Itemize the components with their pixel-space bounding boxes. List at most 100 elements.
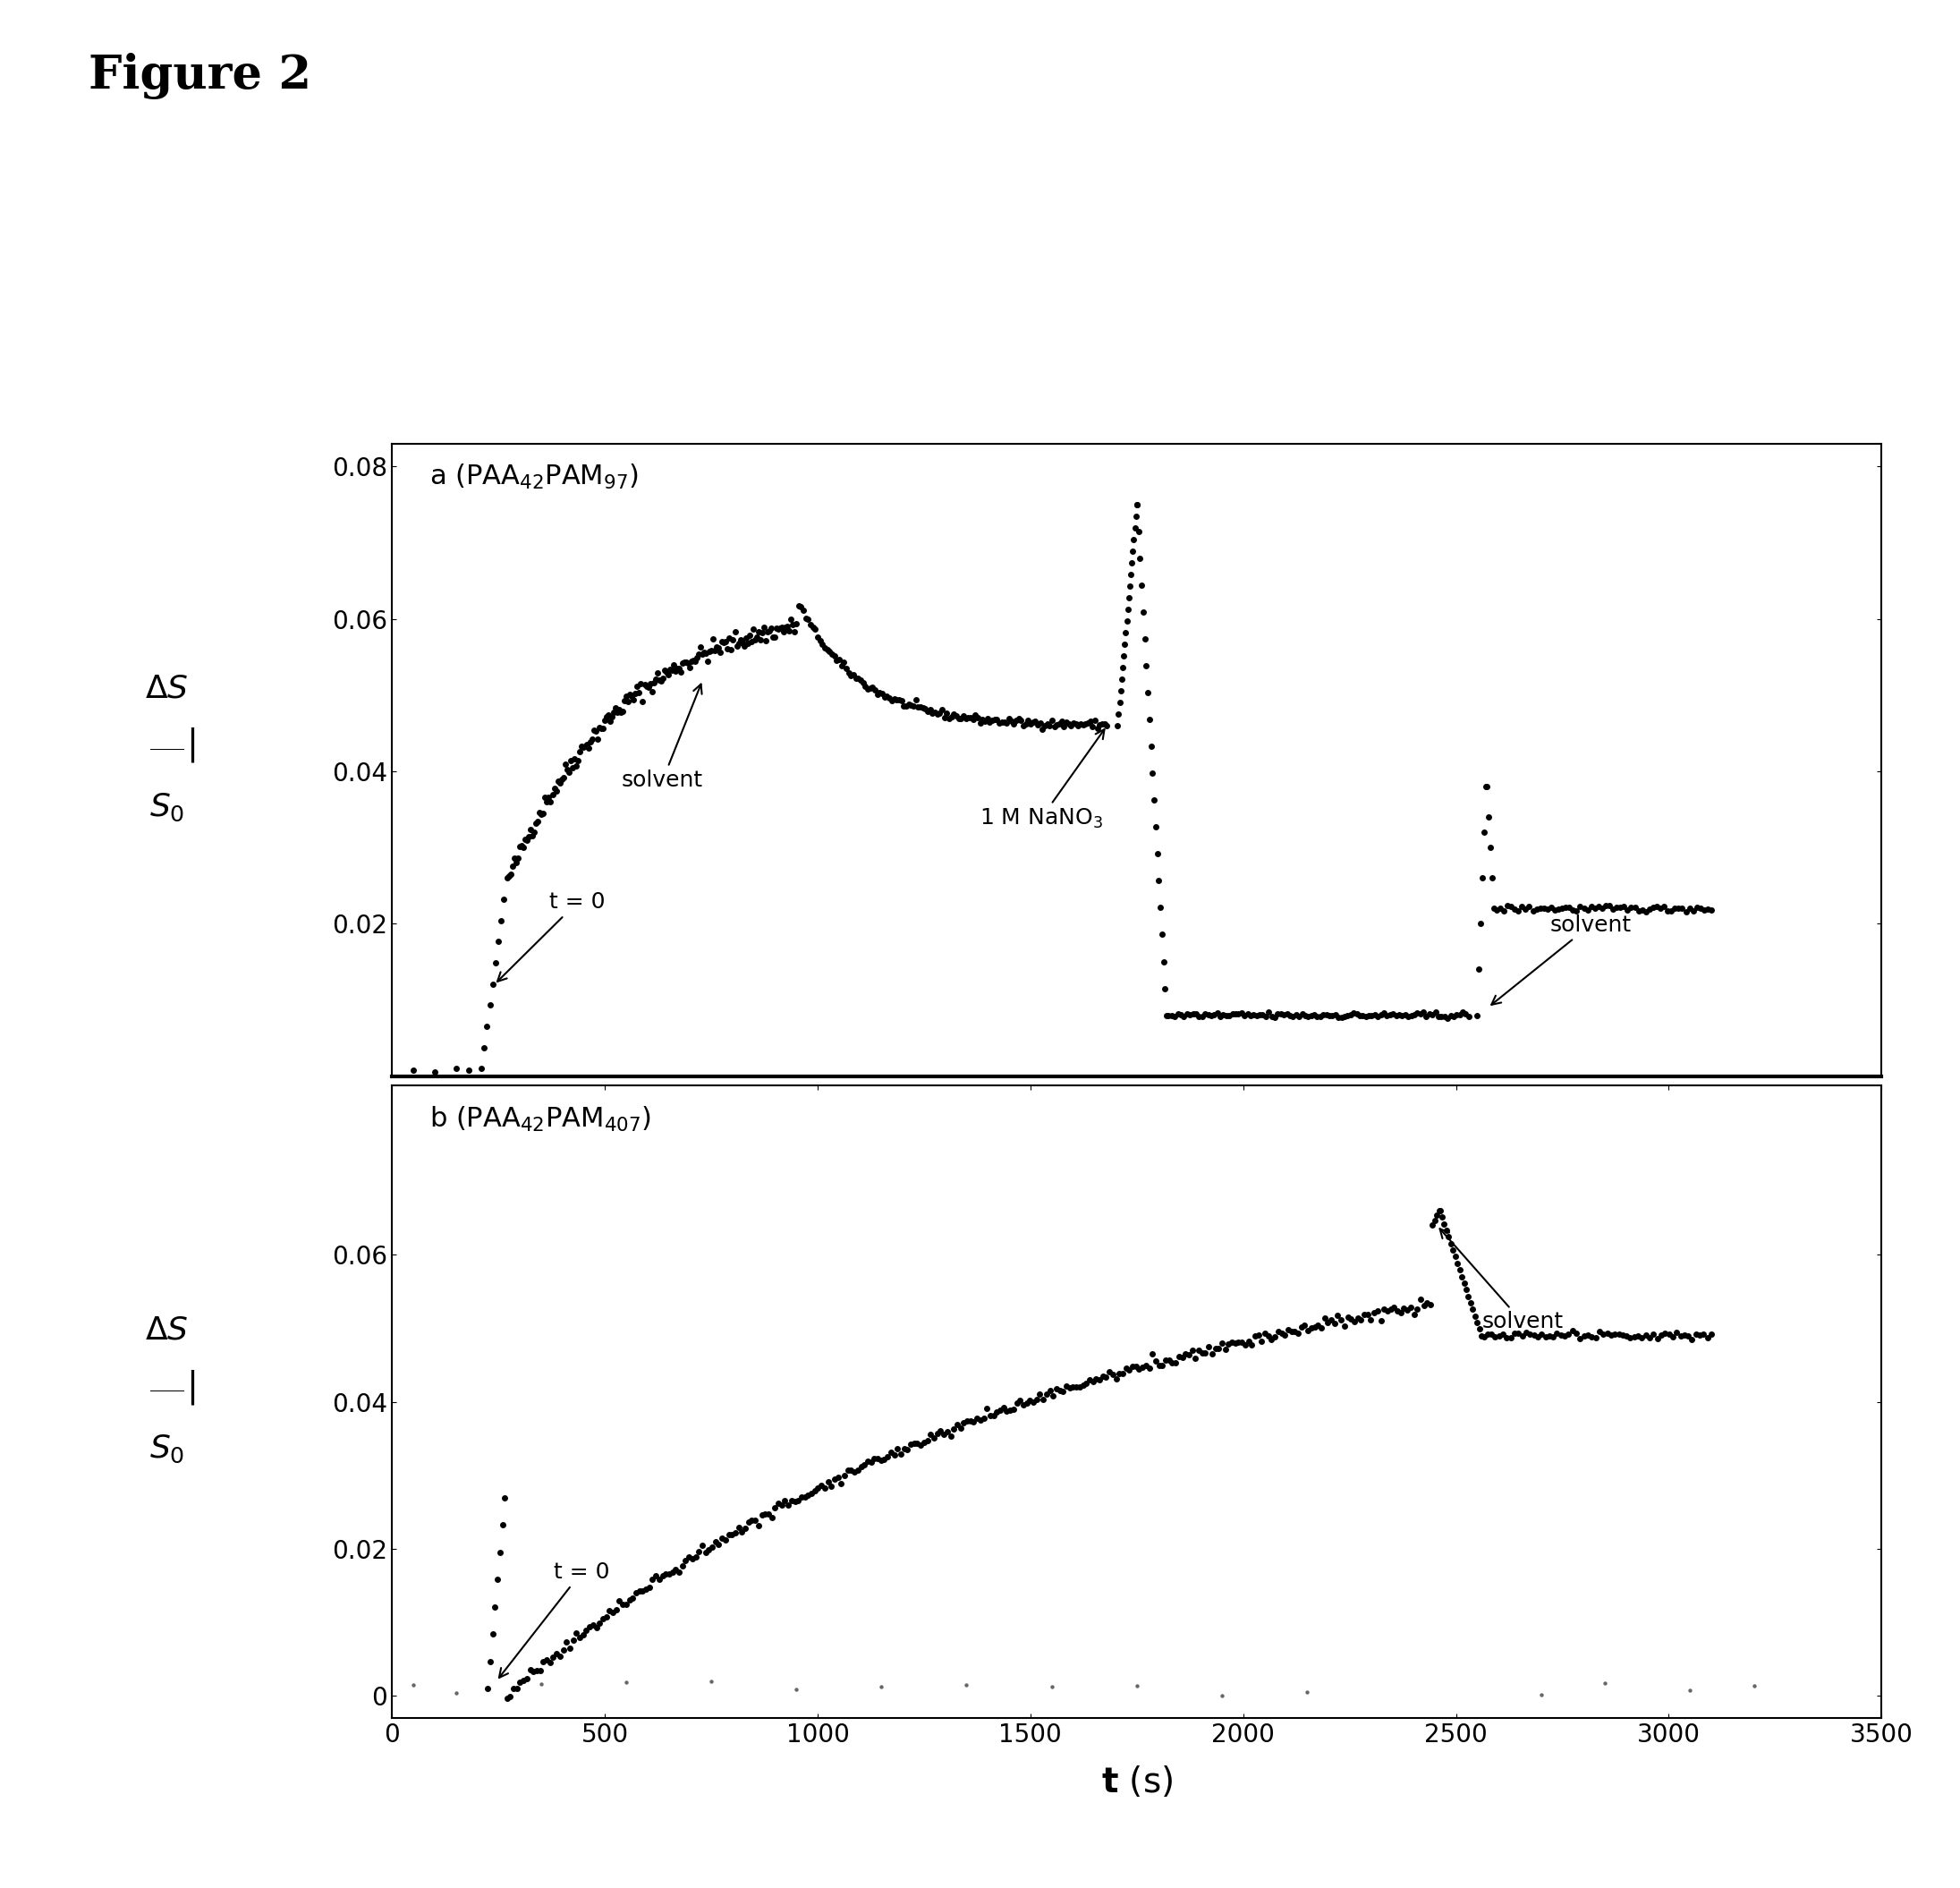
Point [1301,1310,1333,1340]
Point [1111,595,1143,625]
Point [566,731,598,761]
Point [1107,640,1139,670]
Point [1423,1195,1454,1225]
Point [1519,1320,1550,1350]
Point [1396,1001,1427,1031]
Point [486,904,517,935]
Point [1004,702,1035,733]
Point [553,757,584,787]
Point [1062,710,1094,740]
Point [1631,897,1662,927]
Point [1564,1323,1595,1354]
Point [868,1444,900,1475]
Point [829,648,860,678]
Point [876,685,907,716]
Point [1090,1361,1121,1391]
Point [1527,1320,1558,1350]
Point [619,1578,651,1609]
Point [1611,1322,1642,1352]
Point [1362,1295,1394,1325]
Point [747,1499,778,1529]
Point [1141,838,1172,868]
Point [1584,891,1615,921]
Point [770,612,802,642]
Point [1639,1320,1670,1350]
Point [780,1486,811,1516]
Point [441,1677,472,1707]
Point [1529,893,1560,923]
Point [521,1656,553,1686]
Point [1644,893,1676,923]
Point [676,646,708,676]
Point [647,663,678,693]
Point [1284,1001,1315,1031]
Point [815,640,847,670]
Point [586,714,617,744]
Point [1323,1003,1354,1033]
Point [1460,1301,1492,1331]
Point [498,1673,529,1703]
Point [1141,1346,1172,1376]
Point [1386,1297,1417,1327]
Point [1049,712,1080,742]
Point [700,1527,731,1558]
Point [958,1407,990,1437]
Point [1439,1001,1470,1031]
Point [1652,895,1684,925]
Point [1480,895,1511,925]
Point [514,1654,545,1684]
Point [962,702,994,733]
Point [1323,1301,1354,1331]
Point [588,1603,619,1633]
Point [470,1012,502,1042]
Point [943,704,974,734]
Point [1660,1318,1691,1348]
Point [1152,1346,1184,1376]
Point [1299,1312,1331,1342]
Point [490,1482,521,1512]
Point [1137,759,1168,789]
Point [1372,1295,1403,1325]
Point [1446,1261,1478,1291]
Point [1172,999,1203,1029]
Point [1103,699,1135,729]
Point [1121,1352,1152,1382]
Point [1084,1365,1115,1395]
Point [1190,999,1221,1029]
Point [955,702,986,733]
Point [823,1463,855,1493]
Point [1492,1322,1523,1352]
Point [1466,863,1497,893]
Point [1380,1001,1411,1031]
Point [1446,997,1478,1027]
Point [580,1612,612,1643]
Point [1245,1001,1276,1031]
Point [1590,1669,1621,1699]
Point [657,1558,688,1588]
Point [1680,1320,1711,1350]
Point [766,612,798,642]
Point [992,708,1023,738]
Point [629,668,661,699]
Point [1270,1320,1301,1350]
Point [1364,1306,1396,1337]
Point [1615,1323,1646,1354]
Point [1117,525,1149,555]
Point [472,1673,504,1703]
Point [1550,893,1582,923]
Point [1401,999,1433,1029]
Point [1125,544,1156,574]
Point [1595,1320,1627,1350]
Point [1445,999,1476,1029]
Point [1335,999,1366,1029]
Point [1113,570,1145,600]
Point [1325,1003,1356,1033]
Point [1098,1359,1129,1390]
Point [762,614,794,644]
Point [1429,1208,1460,1239]
Point [1515,1318,1546,1348]
Point [1147,919,1178,950]
Point [1686,893,1717,923]
Point [1396,1291,1427,1322]
Point [739,625,770,655]
